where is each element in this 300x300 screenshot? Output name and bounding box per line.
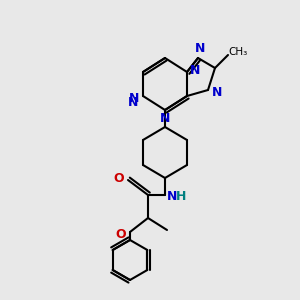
Text: N: N bbox=[190, 64, 200, 76]
Text: N: N bbox=[129, 92, 139, 104]
Text: CH₃: CH₃ bbox=[228, 47, 248, 57]
Text: O: O bbox=[114, 172, 124, 184]
Text: N: N bbox=[195, 43, 205, 56]
Text: N: N bbox=[167, 190, 177, 203]
Text: N: N bbox=[160, 112, 170, 124]
Text: N: N bbox=[128, 97, 138, 110]
Text: O: O bbox=[116, 227, 126, 241]
Text: N: N bbox=[212, 85, 222, 98]
Text: H: H bbox=[176, 190, 186, 203]
